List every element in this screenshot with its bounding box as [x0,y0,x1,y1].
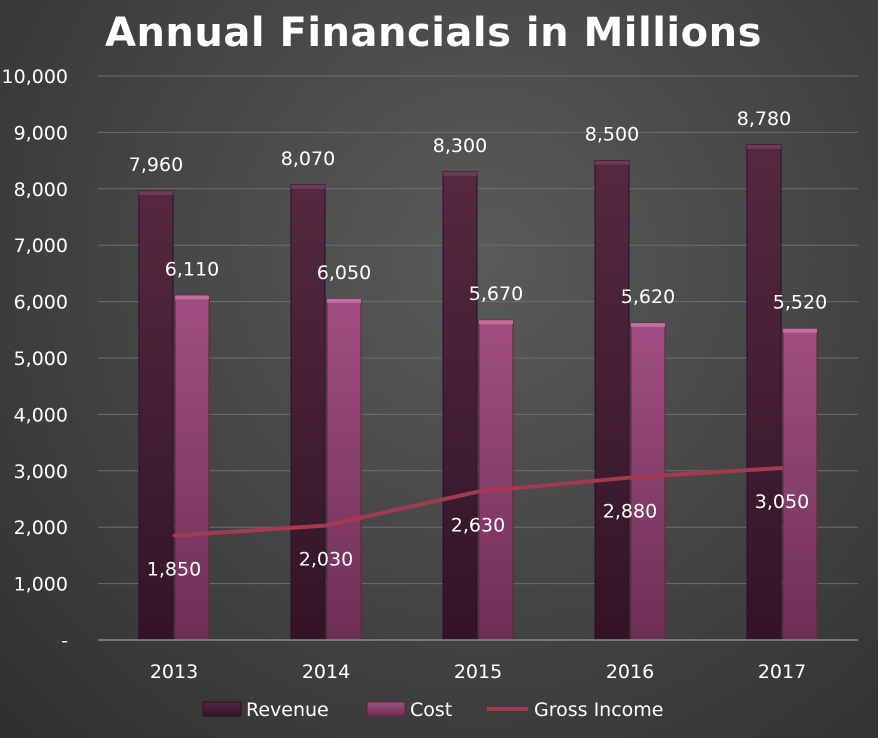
cost-bar [174,294,210,641]
x-tick-label: 2015 [454,661,502,683]
cost-bar-top [479,320,513,325]
cost-bar [782,328,818,641]
cost-bar [326,298,362,641]
y-tick-label: 3,000 [14,461,68,483]
cost-bar [478,319,514,641]
revenue-bar-top [291,184,325,189]
revenue-data-label: 8,500 [585,124,639,146]
gross-income-data-label: 2,630 [451,515,505,537]
revenue-bar [594,160,630,641]
gross-income-data-label: 1,850 [147,559,201,581]
revenue-data-label: 8,070 [281,148,335,170]
y-tick-label: 10,000 [2,66,68,88]
cost-data-label: 6,050 [317,262,371,284]
legend-revenue-label: Revenue [246,699,329,721]
x-tick-label: 2014 [302,661,350,683]
cost-bar-top [175,295,209,300]
y-tick-label: 8,000 [14,179,68,201]
cost-bar [630,322,666,641]
legend-cost-swatch [366,701,406,717]
chart-title: Annual Financials in Millions [105,10,762,56]
revenue-bar-top [595,160,629,165]
y-tick-label: 6,000 [14,292,68,314]
revenue-bar [746,144,782,641]
y-tick-label: - [61,630,68,652]
cost-bar-top [631,323,665,328]
revenue-bar [138,190,174,641]
y-tick-label: 4,000 [14,404,68,426]
revenue-bar [442,171,478,641]
cost-data-label: 6,110 [165,258,219,280]
cost-bar-top [327,298,361,303]
gross-income-data-label: 2,030 [299,549,353,571]
cost-bar-top [783,328,817,333]
revenue-data-label: 8,300 [433,135,487,157]
cost-data-label: 5,520 [773,292,827,314]
legend-cost-label: Cost [410,699,452,721]
y-tick-label: 2,000 [14,517,68,539]
x-tick-label: 2016 [606,661,654,683]
revenue-data-label: 7,960 [129,154,183,176]
cost-data-label: 5,620 [621,286,675,308]
y-tick-label: 5,000 [14,348,68,370]
revenue-bar [290,184,326,641]
revenue-bar-top [747,144,781,149]
x-tick-label: 2013 [150,661,198,683]
revenue-bar-top [139,191,173,196]
y-tick-label: 1,000 [14,574,68,596]
x-tick-label: 2017 [758,661,806,683]
cost-data-label: 5,670 [469,283,523,305]
legend-gross-income-label: Gross Income [534,699,664,721]
y-tick-label: 7,000 [14,235,68,257]
y-tick-label: 9,000 [14,122,68,144]
gross-income-data-label: 3,050 [755,491,809,513]
gross-income-line [173,465,783,538]
legend-revenue-swatch [202,701,242,717]
revenue-data-label: 8,780 [737,108,791,130]
revenue-bar-top [443,171,477,176]
gross-income-data-label: 2,880 [603,501,657,523]
